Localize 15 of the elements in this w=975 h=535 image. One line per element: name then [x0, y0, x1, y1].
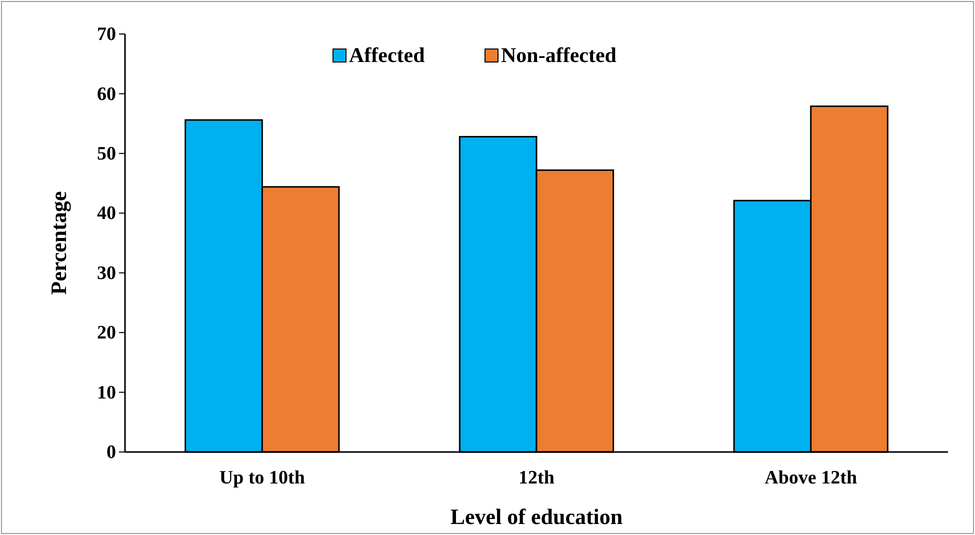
- y-tick-label: 40: [97, 203, 116, 224]
- y-tick-label: 70: [97, 24, 116, 46]
- x-tick-label: 12th: [518, 468, 555, 488]
- y-tick-label: 10: [97, 382, 116, 404]
- x-tick-label: Above 12th: [764, 468, 858, 488]
- x-tick-label: Up to 10th: [219, 468, 306, 488]
- y-tick-label: 60: [97, 84, 116, 105]
- y-axis-title: Percentage: [46, 191, 71, 295]
- x-axis-title: Level of education: [450, 504, 623, 529]
- y-tick-label: 30: [97, 262, 116, 284]
- legend-label: Non-affected: [501, 43, 617, 67]
- legend-label: Affected: [349, 43, 426, 67]
- y-tick-label: 0: [106, 442, 116, 464]
- y-tick-label: 20: [97, 322, 116, 344]
- y-tick-label: 50: [97, 144, 116, 165]
